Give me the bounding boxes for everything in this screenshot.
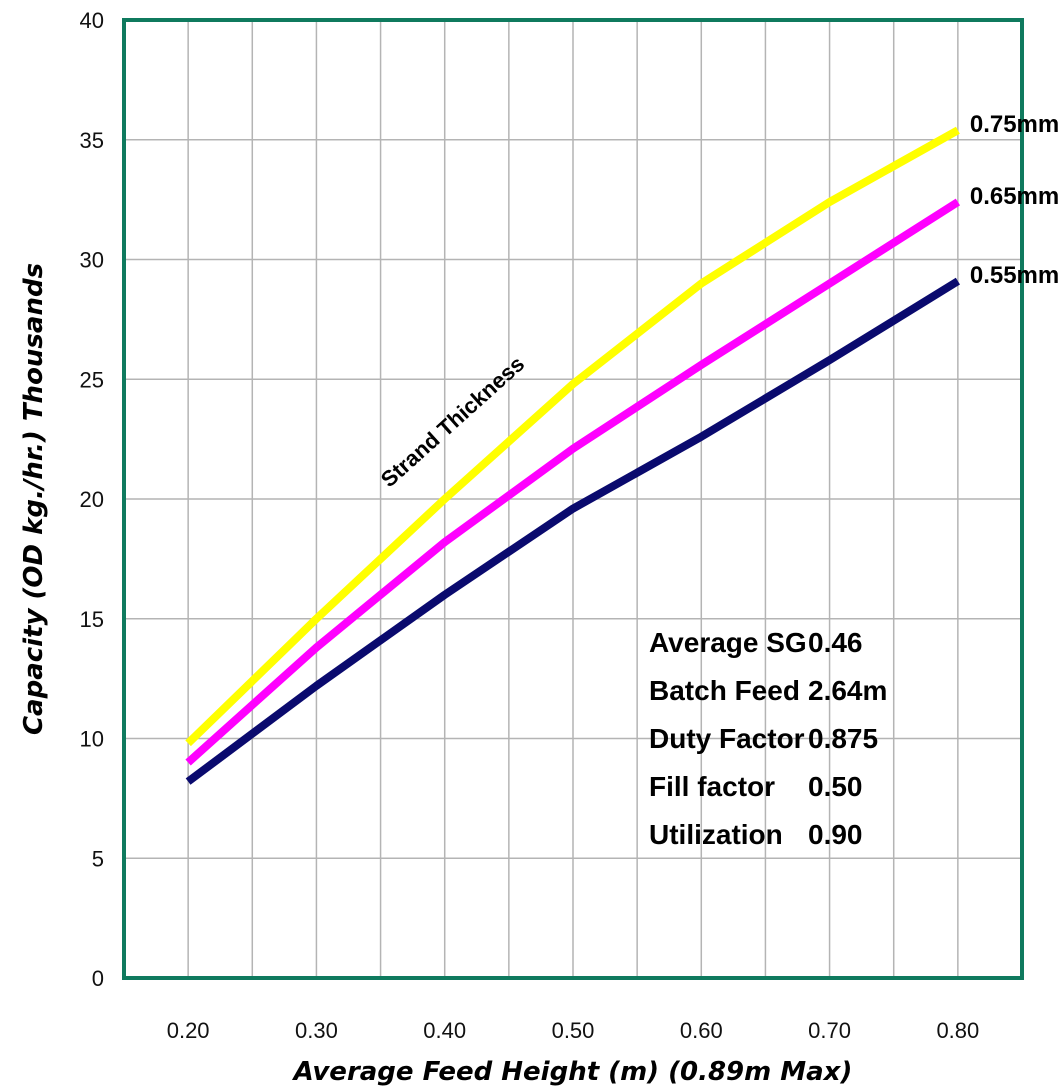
x-tick-label: 0.80 [936,1018,979,1043]
x-tick-label: 0.70 [808,1018,851,1043]
series-label-0.55mm: 0.55mm [970,262,1059,289]
plot-frame [122,18,1024,980]
x-tick-label: 0.20 [167,1018,210,1043]
y-tick-labels: 0 5 10 15 20 25 30 35 40 [80,8,104,991]
y-tick-label: 20 [80,487,104,512]
strand-thickness-annotation: Strand Thickness [376,351,529,492]
y-tick-label: 25 [80,367,104,392]
parameter-label: Batch Feed [649,675,800,706]
y-tick-label: 15 [80,607,104,632]
series-line-0.65mm [185,198,961,766]
x-tick-label: 0.40 [423,1018,466,1043]
parameter-label: Utilization [649,819,783,850]
y-tick-label: 35 [80,128,104,153]
x-axis-title: Average Feed Height (m) (0.89m Max) [292,1057,853,1087]
y-tick-label: 40 [80,8,104,33]
parameter-value: 0.50 [808,771,863,802]
series-line-0.75mm [185,126,960,747]
series-label-0.65mm: 0.65mm [970,183,1059,210]
x-tick-label: 0.30 [295,1018,338,1043]
parameter-label: Duty Factor [649,723,805,754]
x-tick-label: 0.50 [552,1018,595,1043]
series-labels: 0.75mm 0.65mm 0.55mm [970,111,1059,289]
y-tick-label: 0 [92,966,104,991]
series-line-0.55mm [185,277,960,785]
parameter-label: Fill factor [649,771,775,802]
parameter-value: 0.46 [808,627,863,658]
parameter-value: 2.64m [808,675,887,706]
grid-lines [124,20,1022,978]
series-label-0.75mm: 0.75mm [970,111,1059,138]
x-tick-labels: 0.20 0.30 0.40 0.50 0.60 0.70 0.80 [167,1018,980,1043]
parameter-value: 0.90 [808,819,863,850]
y-tick-label: 5 [92,846,104,871]
y-axis-title: Capacity (OD kg./hr.) Thousands [19,263,49,735]
parameter-value: 0.875 [808,723,878,754]
y-tick-label: 10 [80,727,104,752]
series-lines [185,126,961,785]
parameter-label: Average SG [649,627,807,658]
x-tick-label: 0.60 [680,1018,723,1043]
y-tick-label: 30 [80,248,104,273]
